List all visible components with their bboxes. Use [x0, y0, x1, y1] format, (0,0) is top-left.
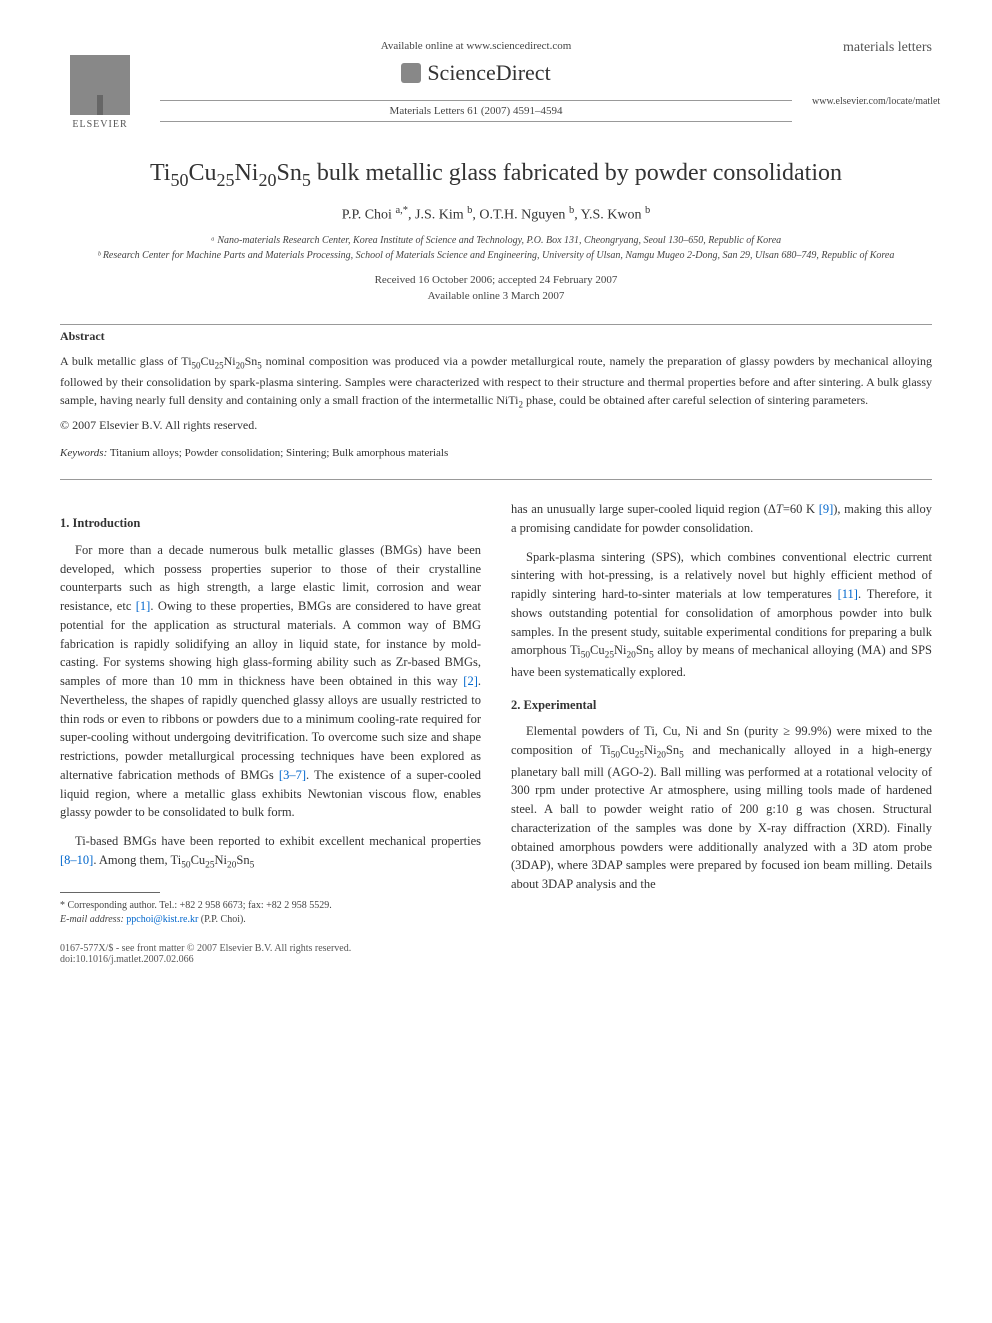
platform-name: ScienceDirect	[427, 60, 550, 86]
copyright-text: © 2007 Elsevier B.V. All rights reserved…	[60, 418, 932, 433]
sciencedirect-icon	[401, 63, 421, 83]
sciencedirect-logo: ScienceDirect	[160, 60, 792, 86]
article-title: Ti50Cu25Ni20Sn5 bulk metallic glass fabr…	[60, 160, 932, 191]
keywords: Keywords: Titanium alloys; Powder consol…	[60, 447, 932, 459]
abstract-rule-bottom	[60, 479, 932, 480]
intro-paragraph-1: For more than a decade numerous bulk met…	[60, 541, 481, 822]
affiliation-a: ᵃ Nano-materials Research Center, Korea …	[60, 233, 932, 248]
article-dates: Received 16 October 2006; accepted 24 Fe…	[60, 273, 932, 304]
affiliations: ᵃ Nano-materials Research Center, Korea …	[60, 233, 932, 263]
footer-doi: doi:10.1016/j.matlet.2007.02.066	[60, 954, 351, 965]
intro-paragraph-2: Ti-based BMGs have been reported to exhi…	[60, 832, 481, 872]
elsevier-tree-icon	[70, 55, 130, 115]
footnote-separator	[60, 892, 160, 893]
abstract-rule-top	[60, 324, 932, 325]
abstract-heading: Abstract	[60, 329, 932, 344]
email-attribution: (P.P. Choi).	[201, 914, 246, 925]
keywords-list: Titanium alloys; Powder consolidation; S…	[110, 447, 448, 459]
col2-paragraph-1: has an unusually large super-cooled liqu…	[511, 500, 932, 538]
abstract-text: A bulk metallic glass of Ti50Cu25Ni20Sn5…	[60, 352, 932, 412]
right-column: has an unusually large super-cooled liqu…	[511, 500, 932, 927]
received-accepted: Received 16 October 2006; accepted 24 Fe…	[60, 273, 932, 288]
journal-url: www.elsevier.com/locate/matlet	[812, 96, 932, 107]
experimental-paragraph-1: Elemental powders of Ti, Cu, Ni and Sn (…	[511, 722, 932, 894]
footer-left: 0167-577X/$ - see front matter © 2007 El…	[60, 943, 351, 965]
left-column: 1. Introduction For more than a decade n…	[60, 500, 481, 927]
header-rule	[160, 100, 792, 101]
citation-text: Materials Letters 61 (2007) 4591–4594	[160, 105, 792, 117]
footer-copyright: 0167-577X/$ - see front matter © 2007 El…	[60, 943, 351, 954]
center-header: Available online at www.sciencedirect.co…	[140, 40, 812, 126]
affiliation-b: ᵇ Research Center for Machine Parts and …	[60, 248, 932, 263]
journal-info: materials letters www.elsevier.com/locat…	[812, 40, 932, 107]
corresponding-info: * Corresponding author. Tel.: +82 2 958 …	[60, 899, 481, 913]
email-label: E-mail address:	[60, 914, 124, 925]
intro-heading: 1. Introduction	[60, 514, 481, 533]
publisher-logo: ELSEVIER	[60, 40, 140, 130]
availability-text: Available online at www.sciencedirect.co…	[160, 40, 792, 52]
article-header: ELSEVIER Available online at www.science…	[60, 40, 932, 130]
authors-list: P.P. Choi a,*, J.S. Kim b, O.T.H. Nguyen…	[60, 205, 932, 224]
email-address[interactable]: ppchoi@kist.re.kr	[126, 914, 198, 925]
publisher-name: ELSEVIER	[72, 119, 127, 130]
header-rule-2	[160, 121, 792, 122]
keywords-label: Keywords:	[60, 447, 107, 459]
col2-paragraph-2: Spark-plasma sintering (SPS), which comb…	[511, 548, 932, 682]
available-online: Available online 3 March 2007	[60, 289, 932, 304]
body-columns: 1. Introduction For more than a decade n…	[60, 500, 932, 927]
experimental-heading: 2. Experimental	[511, 696, 932, 715]
corresponding-author-footnote: * Corresponding author. Tel.: +82 2 958 …	[60, 899, 481, 927]
journal-title: materials letters	[812, 40, 932, 56]
email-line: E-mail address: ppchoi@kist.re.kr (P.P. …	[60, 913, 481, 927]
page-footer: 0167-577X/$ - see front matter © 2007 El…	[60, 943, 932, 965]
